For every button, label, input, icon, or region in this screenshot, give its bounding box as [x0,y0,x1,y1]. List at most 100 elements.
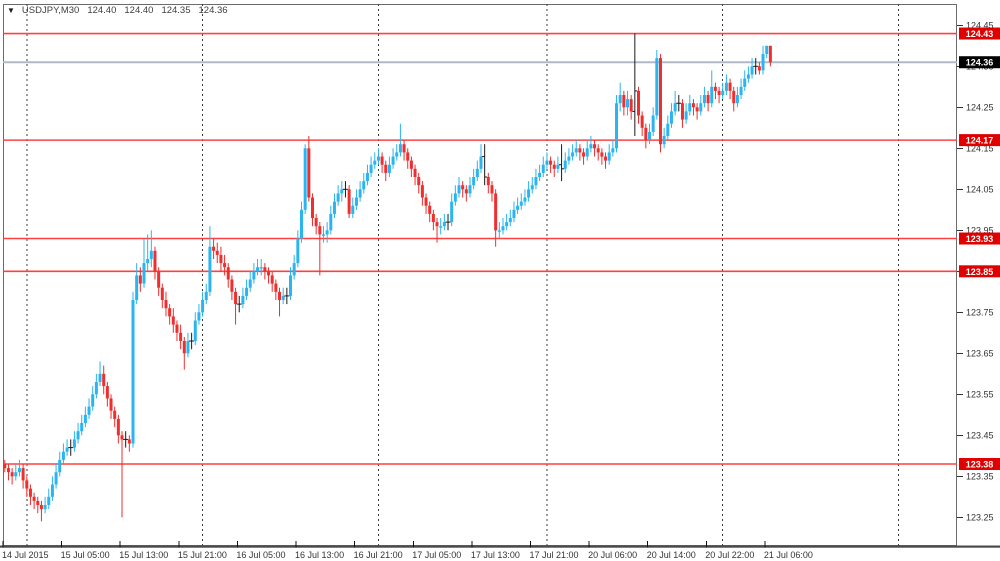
candle [91,386,95,411]
candle-body [563,160,567,169]
candle-body [204,291,208,301]
candle-open-tick [559,164,562,166]
candle [461,181,465,198]
candle-body [47,496,51,506]
candle [629,95,633,120]
candle [252,263,256,284]
candle-body [387,164,391,173]
candle-body [519,201,523,206]
candle-body [36,500,40,506]
candle-body [402,144,406,153]
candle-wick [465,185,467,202]
candle [713,82,717,100]
candle-body [680,103,684,120]
candle [142,238,146,288]
candle-body [651,115,655,132]
candle-body [278,291,282,301]
candle [223,254,227,276]
candle-open-tick [445,221,449,223]
candle [236,295,242,313]
candle-body [673,103,677,112]
candle-body [164,300,168,309]
candle-body [105,386,109,399]
candle-body [710,86,714,104]
price-tick-label: 124.25 [966,102,994,112]
candle-wick [15,464,17,481]
candle [567,148,571,165]
candle [329,205,333,235]
candle-body [369,164,373,173]
candle-body [497,230,501,232]
candle-body [450,201,454,223]
candle [296,230,300,268]
candle-body [142,263,146,284]
candle-body [395,152,399,157]
candle-open-tick [123,438,126,440]
candle [318,222,322,276]
candle-open-tick [342,188,346,190]
candle [695,103,699,120]
candle [241,287,245,309]
candle-wick [524,189,526,206]
level-price-badge [959,265,1000,278]
candle [549,156,553,173]
candle-body [724,82,728,91]
candle-body [102,373,106,387]
candle [314,213,318,235]
candle [267,267,271,284]
candle [204,283,208,305]
level-price-badge [959,458,1000,471]
candle [391,148,395,169]
candle-body [702,95,706,104]
candle [342,181,348,198]
candle-body [757,66,761,71]
time-axis-line [0,545,1000,548]
candle [644,123,648,149]
price-badge-label: 123.93 [966,234,994,244]
candle [332,193,336,219]
candle-body [582,152,586,157]
candle [201,291,205,317]
candle-body [252,271,256,280]
price-tick-label: 123.25 [966,512,994,522]
candle [765,45,769,59]
candle-open-tick [482,156,485,158]
candle-open-tick [189,340,192,342]
candle [618,82,622,112]
candle [351,197,355,219]
candle [376,148,380,165]
candle [596,144,600,161]
candle [284,287,290,305]
candle [523,189,527,206]
candle [83,406,87,428]
candle [728,78,732,100]
candle-body [91,394,95,407]
candle-body [428,205,432,214]
candle [10,468,14,485]
candle [468,177,472,198]
time-axis[interactable]: 14 Jul 2015 15 Jul 05:00 15 Jul 13:00 15 Ju… [0,541,1000,560]
candle-body [175,324,179,333]
candle-body [743,78,747,87]
candle-body [647,131,651,141]
candle-body [552,164,556,169]
candle-body [626,99,630,108]
candle-body [270,275,274,284]
candle [153,246,157,280]
candle-body [120,435,124,440]
candle [490,181,494,202]
candle-body [615,103,619,149]
candle [721,82,725,100]
candle-body [208,246,212,292]
candle-wick [150,230,152,268]
candle-open-tick [68,447,71,449]
quote-high: 124.40 [124,5,154,16]
candle-wick [502,218,504,235]
candle [534,168,538,190]
candle [157,267,161,296]
candle-body [14,472,18,477]
candle-body [87,406,91,415]
candle-body [658,58,662,145]
candle [673,90,677,116]
